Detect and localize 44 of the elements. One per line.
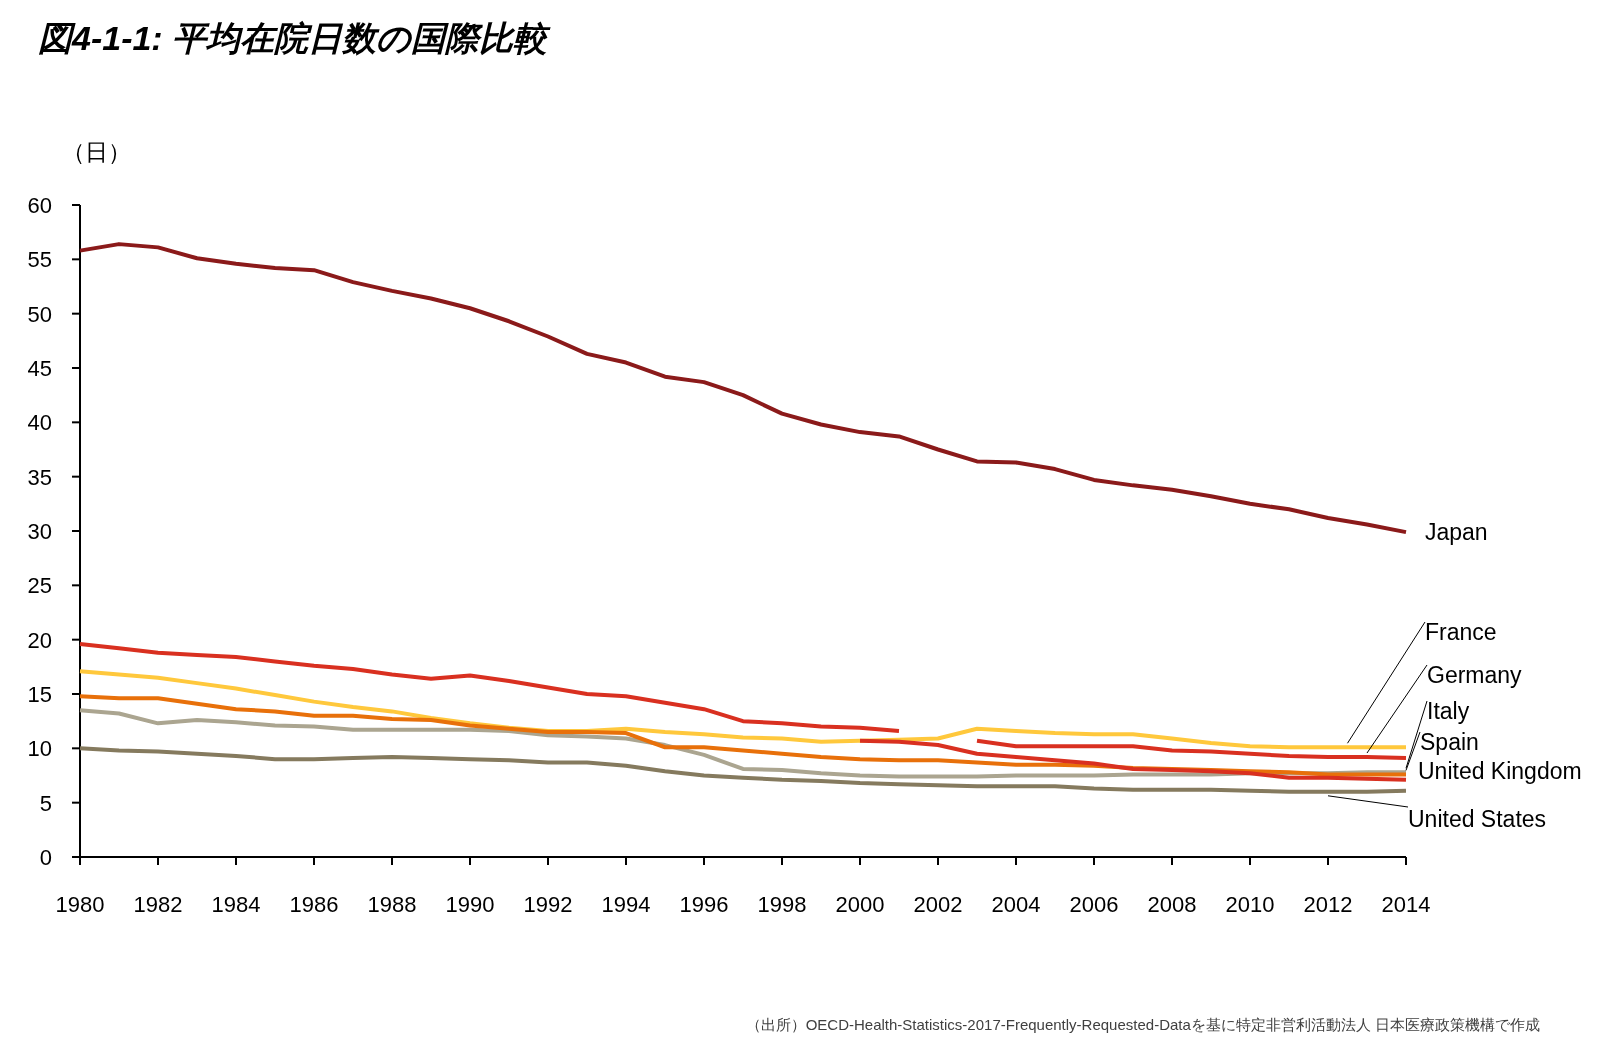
y-tick-label: 45 xyxy=(27,356,52,381)
y-tick-label: 0 xyxy=(39,845,52,870)
x-tick-label: 1990 xyxy=(445,892,495,917)
y-tick-label: 35 xyxy=(27,464,52,490)
x-tick-label: 2010 xyxy=(1225,892,1275,917)
y-tick-label: 50 xyxy=(27,301,52,327)
x-tick-label: 2004 xyxy=(991,892,1041,917)
x-tick-label: 2002 xyxy=(913,892,963,917)
text: Italy xyxy=(1427,698,1470,724)
x-tick-label: 1992 xyxy=(523,892,573,917)
y-tick-label: 60 xyxy=(27,193,52,218)
y-axis-title: （日） xyxy=(62,139,131,165)
series-label: Spain xyxy=(1420,729,1479,755)
x-tick-label: 1984 xyxy=(211,892,261,917)
chart-title: 図4-1-1: 平均在院日数の国際比較 xyxy=(38,19,552,57)
y-tick-label: 15 xyxy=(27,682,52,707)
x-tick-label: 1986 xyxy=(289,892,339,917)
text: （出所）OECD-Health-Statistics-2017-Frequently-Requested-Dataを基に特定非営利活動法人 日本医療政策機構で作成 xyxy=(745,1016,1540,1033)
x-tick-label: 2008 xyxy=(1147,892,1197,917)
y-tick-label: 20 xyxy=(27,627,52,653)
x-tick-label: 1998 xyxy=(757,892,807,917)
y-tick-label: 40 xyxy=(27,410,52,436)
x-tick-label: 2014 xyxy=(1381,892,1431,917)
text: France xyxy=(1425,619,1497,645)
y-tick-label: 30 xyxy=(27,519,52,544)
y-tick-label: 10 xyxy=(27,736,52,762)
series-label: United States xyxy=(1408,806,1547,832)
line-series xyxy=(78,242,1408,535)
y-tick-label: 5 xyxy=(39,790,52,816)
series-label: United Kingdom xyxy=(1418,758,1582,784)
x-tick-label: 1988 xyxy=(367,892,417,917)
x-tick-label: 2012 xyxy=(1303,892,1353,917)
text: Germany xyxy=(1427,662,1523,688)
x-tick-label: 1996 xyxy=(679,892,729,917)
x-tick-label: 1994 xyxy=(601,892,651,917)
x-tick-label: 2000 xyxy=(835,892,885,917)
x-tick-label: 2006 xyxy=(1069,892,1119,917)
series-label: Japan xyxy=(1425,519,1488,546)
x-tick-label: 1982 xyxy=(133,892,183,917)
y-tick-label: 55 xyxy=(27,247,52,273)
y-tick-label: 25 xyxy=(27,573,52,599)
line-series xyxy=(78,746,1408,794)
line-series xyxy=(858,738,1408,782)
x-tick-label: 1980 xyxy=(55,892,105,917)
